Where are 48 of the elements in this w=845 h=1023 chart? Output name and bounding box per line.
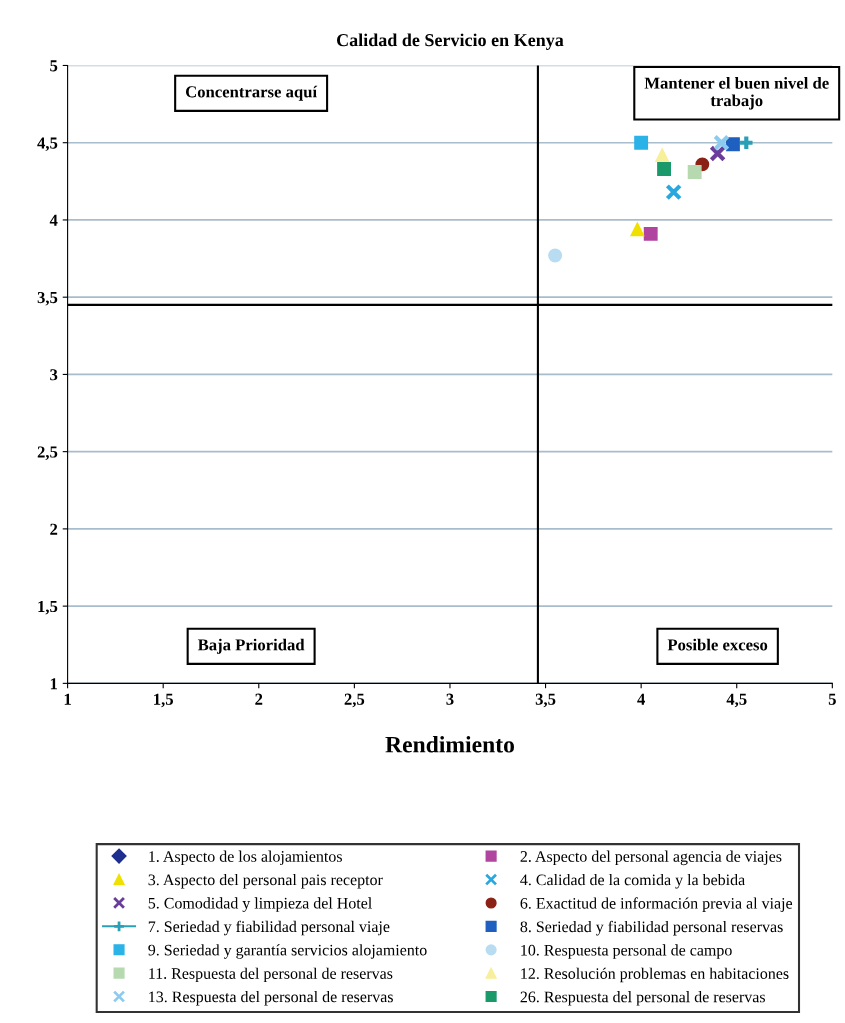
y-tick-label: 3 [50, 369, 58, 381]
point [634, 135, 649, 150]
x-tick-label: 4 [637, 693, 645, 705]
x-tick-label: 4,5 [726, 693, 747, 708]
y-tick-label: 1 [50, 678, 58, 690]
legend-label: 26. Respuesta del personal de reservas [520, 991, 765, 1006]
legend-label: 10. Respuesta personal de campo [521, 944, 732, 959]
legend-label: 3. Aspecto del personal pais receptor [148, 873, 383, 889]
y-tick-label: 2,5 [37, 446, 58, 461]
legend-label: 8. Seriedad y fiabilidad personal reservas [520, 920, 783, 936]
y-tick-label: 2 [50, 523, 58, 535]
y-tick-label: 1,5 [38, 600, 58, 615]
point [665, 183, 682, 201]
legend-label: 5. Comodidad y limpieza del Hotel [148, 897, 372, 912]
annotation: Mantener el buen nivel de trabajo [644, 77, 829, 110]
point [687, 165, 702, 180]
x-tick-label: 2,5 [344, 693, 365, 708]
point [713, 134, 730, 152]
y-tick-label: 3,5 [37, 291, 58, 306]
legend-label: 7. Seriedad y fiabilidad personal viaje [148, 920, 390, 936]
annotation: Baja Prioridad [197, 638, 305, 654]
point [655, 148, 670, 163]
annotation: Concentrarse aquí [185, 85, 318, 101]
y-tick-label: 4,5 [37, 137, 58, 152]
legend-label: 11. Respuesta del personal de reservas [149, 967, 393, 983]
point [643, 226, 658, 241]
y-tick-label: 4 [49, 214, 58, 226]
y-tick-label: 5 [50, 60, 58, 72]
x-tick-label: 3 [446, 693, 454, 705]
x-tick-label: 3,5 [535, 693, 556, 708]
x-tick-label: 1 [64, 693, 71, 705]
legend-label: 6. Exactitud de información previa al viaje [520, 897, 793, 912]
x-tick-label: 2 [255, 693, 263, 705]
annotation: Posible exceso [667, 638, 768, 651]
chart-title: Calidad de Servicio en Kenya [336, 33, 564, 50]
point [725, 137, 740, 152]
point [630, 222, 645, 237]
legend-label: 4. Calidad de la comida y la bebida [520, 874, 745, 889]
point [657, 162, 672, 176]
legend-label: 2. Aspecto del personal agencia de viajes [520, 850, 782, 866]
x-tick-label: 1,5 [154, 693, 173, 708]
legend-label: 1. Aspecto de los alojamientos [149, 850, 342, 866]
legend-label: 13. Respuesta del personal de reservas [149, 991, 393, 1006]
x-axis-title: Rendimiento [385, 735, 514, 753]
legend-label: 9. Seriedad y garantía servicios alojamiento [148, 944, 427, 959]
x-tick-label: 5 [828, 693, 836, 705]
legend-label: 12. Resolución problemas en habitaciones [521, 967, 789, 983]
point [548, 248, 563, 263]
